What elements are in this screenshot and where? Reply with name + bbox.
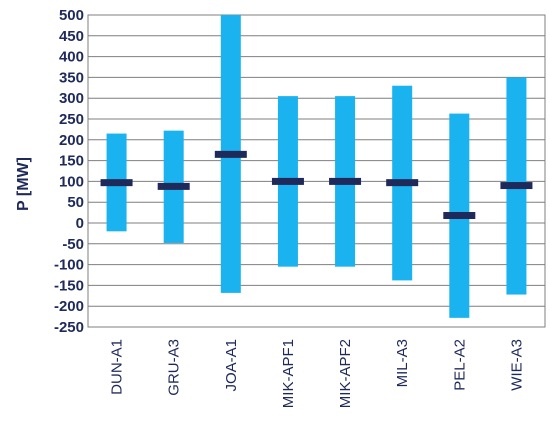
y-tick-label: -200 [54, 298, 84, 315]
category-label: DUN-A1 [109, 339, 126, 395]
value-markers [100, 150, 533, 220]
y-tick-label: 400 [59, 49, 84, 66]
y-axis-label: P [MW] [15, 157, 32, 211]
y-tick-label: 450 [59, 28, 84, 45]
category-label: MIK-APF2 [337, 339, 354, 408]
plot-frame [87, 14, 546, 328]
value-marker [271, 177, 304, 185]
y-tick-label: 0 [76, 215, 84, 232]
y-tick-label: -50 [62, 236, 84, 253]
y-tick-label: 500 [59, 7, 84, 24]
y-tick-label: -150 [54, 277, 84, 294]
value-marker [443, 212, 476, 220]
range-bars [106, 15, 527, 318]
y-tick-label: 350 [59, 69, 84, 86]
y-tick-label: 150 [59, 153, 84, 170]
y-tick-label: -100 [54, 257, 84, 274]
grid-lines [87, 14, 546, 328]
y-tick-label: -250 [54, 319, 84, 336]
value-marker [386, 179, 419, 187]
value-marker [157, 182, 190, 190]
value-marker [214, 150, 247, 158]
value-marker [329, 177, 362, 185]
category-label: MIK-APF1 [280, 339, 297, 408]
category-label: JOA-A1 [223, 339, 240, 392]
y-tick-label: 200 [59, 132, 84, 149]
category-label: GRU-A3 [166, 339, 183, 396]
y-tick-label: 300 [59, 90, 84, 107]
y-tick-label: 100 [59, 173, 84, 190]
y-tick-label: 250 [59, 111, 84, 128]
y-tick-label: 50 [67, 194, 84, 211]
y-tick-labels: 500450400350300250200150100500-50-100-15… [54, 7, 84, 336]
x-category-labels: DUN-A1 GRU-A3 JOA-A1 MIK-APF1 MIK-APF2 MIL-A3… [109, 339, 526, 408]
category-label: PEL-A2 [451, 339, 468, 391]
value-marker [500, 182, 533, 190]
category-label: MIL-A3 [394, 339, 411, 387]
value-marker [100, 179, 133, 187]
category-label: WIE-A3 [508, 339, 525, 391]
